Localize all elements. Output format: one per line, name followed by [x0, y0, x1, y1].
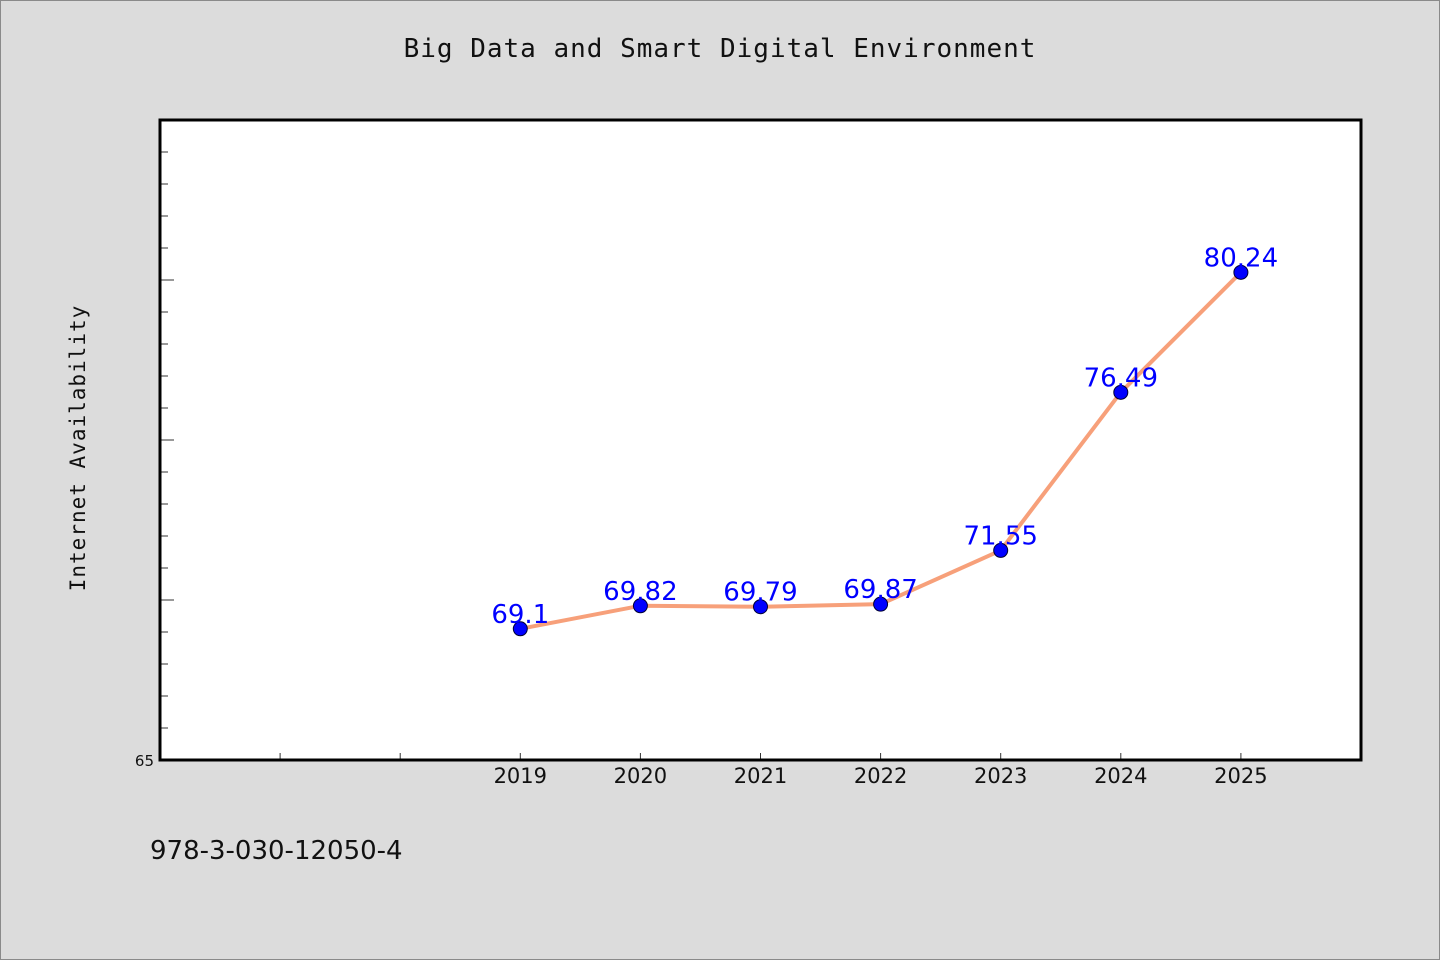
x-tick-label: 2024: [1094, 764, 1147, 788]
data-label: 69.82: [603, 577, 677, 607]
x-axis-ticks: 2019 2020 2021 2022 2023 2024 2025: [279, 753, 1268, 788]
data-point: [1233, 264, 1249, 280]
chart-title: Big Data and Smart Digital Environment: [403, 34, 1037, 64]
data-point: [632, 598, 648, 614]
data-label: 80.24: [1204, 243, 1278, 273]
x-tick-label: 2021: [734, 764, 787, 788]
data-point: [512, 621, 528, 637]
data-label: 76.49: [1084, 363, 1158, 393]
x-tick-label: 2023: [974, 764, 1027, 788]
footer-code: 978-3-030-12050-4: [150, 836, 403, 866]
plot-border: [158, 118, 1363, 762]
data-label: 69.79: [723, 578, 797, 608]
data-label: 69.87: [843, 575, 917, 605]
plot-area: [160, 120, 1361, 760]
data-label: 69.1: [491, 600, 549, 630]
data-point: [1113, 384, 1129, 400]
x-tick-label: 2019: [494, 764, 547, 788]
x-tick-label: 2020: [614, 764, 667, 788]
series-group: 69.1 69.82 69.79 69.87 71.55 76.49 80.24: [491, 243, 1278, 637]
data-label: 71.55: [963, 521, 1037, 551]
x-tick-label: 2025: [1214, 764, 1267, 788]
y-tick-label: 65: [135, 752, 154, 770]
data-point: [753, 599, 768, 615]
data-point: [873, 596, 889, 612]
data-point: [993, 542, 1009, 558]
x-tick-label: 2022: [854, 764, 907, 788]
